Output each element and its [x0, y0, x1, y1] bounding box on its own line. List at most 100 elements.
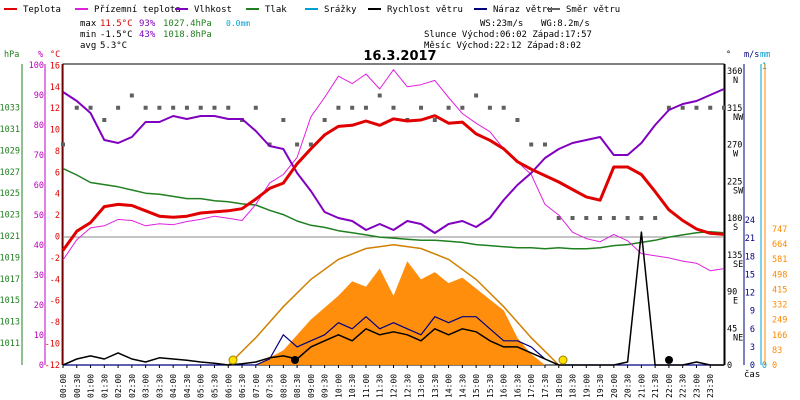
- y-tick-pct: 50: [34, 211, 44, 221]
- x-tick-label: 21:00: [637, 374, 646, 398]
- y-axes: hPa1033103110291027102510231021101910171…: [0, 50, 787, 371]
- y-tick-dir-letter: N: [733, 76, 738, 86]
- y-tick-temp: 14: [50, 83, 60, 93]
- wind-dir-point: [350, 105, 355, 110]
- x-tick-label: 03:00: [142, 374, 151, 398]
- stat-avg-label: avg: [80, 41, 96, 51]
- y-axis-hPa: hPa 1033 1031 1029 1027 1025 1023 1021 1019 1017 1…: [0, 50, 23, 365]
- y-tick-temp: -8: [50, 318, 60, 328]
- x-tick-label: 11:00: [362, 374, 371, 398]
- stat-wg: WG:8.2m/s: [541, 19, 590, 29]
- x-tick-label: 18:30: [569, 374, 578, 398]
- wind-dir-point: [680, 105, 685, 110]
- x-tick-label: 04:30: [183, 374, 192, 398]
- wind-dir-point: [666, 105, 671, 110]
- x-tick-label: 00:00: [59, 374, 68, 398]
- y-tick-mm: 0: [762, 361, 767, 371]
- wind-dir-point: [556, 216, 561, 220]
- x-tick-label: 22:30: [679, 374, 688, 398]
- x-tick-label: 09:30: [321, 374, 330, 398]
- y-axis-temp: °C16 14 12 10 8 6 4 2 0 -2 -4 -6 -8 -10 -12: [45, 50, 63, 371]
- y-tick-dir-letter: SW: [733, 186, 744, 196]
- y-tick-temp: -6: [50, 297, 60, 307]
- y-tick-pct: 90: [34, 91, 44, 101]
- y-tick-dir: 90: [727, 288, 737, 298]
- wind-dir-point: [171, 105, 176, 110]
- y-tick-pct: 30: [34, 271, 44, 281]
- y-tick-pct: 80: [34, 121, 44, 131]
- y-tick-dir-letter: SE: [733, 260, 743, 270]
- y-tick-rad: 581: [772, 255, 787, 265]
- wind-dir-point: [611, 216, 616, 220]
- svg-text:max: max: [80, 19, 97, 29]
- y-axis-mm: mm 1 0: [760, 50, 770, 371]
- y-tick-pct: 20: [34, 301, 44, 311]
- x-tick-label: 15:00: [472, 374, 481, 398]
- x-tick-label: 10:00: [334, 374, 343, 398]
- y-tick-hPa: 1033: [0, 104, 20, 114]
- x-tick-label: 09:00: [307, 374, 316, 398]
- y-axis-title-ms: m/s: [744, 50, 759, 60]
- y-axis-rad: 747 664 581 498 415 332 249 166 83 0: [764, 64, 787, 371]
- y-tick-pct: 60: [34, 181, 44, 191]
- stat-max-rain: 0.0mm: [226, 19, 250, 28]
- x-tick-label: 02:30: [128, 374, 137, 398]
- y-tick-hPa: 1027: [0, 168, 20, 178]
- y-tick-dir: 135: [727, 251, 742, 261]
- legend-label-vlhkost: Vlhkost: [194, 5, 232, 15]
- y-tick-dir: 45: [727, 324, 737, 334]
- wind-dir-point: [198, 105, 203, 110]
- x-axis: 00:00 00:30 01:00 01:30 02:00 02:30 03:00 03:30…: [59, 365, 715, 398]
- y-tick-ms: 18: [745, 252, 755, 262]
- series-rychlost-vetru: [62, 231, 724, 366]
- time-axis-label: čas: [744, 369, 760, 380]
- sunset-marker: [558, 355, 568, 365]
- x-tick-label: 03:30: [155, 374, 164, 398]
- y-tick-temp: 16: [50, 61, 60, 71]
- wind-dir-point: [157, 105, 162, 110]
- moon-marker: [291, 356, 299, 364]
- y-axis-title-mm: mm: [760, 50, 770, 60]
- y-tick-rad: 249: [772, 316, 787, 326]
- y-tick-dir: 360: [727, 67, 742, 77]
- wind-dir-point: [639, 216, 644, 220]
- y-tick-temp: 4: [55, 190, 60, 200]
- x-tick-label: 20:00: [610, 374, 619, 398]
- x-tick-label: 10:30: [348, 374, 357, 398]
- y-tick-rad: 332: [772, 301, 787, 311]
- y-tick-hPa: 1013: [0, 318, 20, 328]
- legend-label-naraz-vetru: Náraz větru: [493, 5, 553, 15]
- y-tick-temp: 10: [50, 126, 60, 136]
- wind-dir-point: [542, 142, 547, 147]
- x-tick-label: 06:00: [224, 374, 233, 398]
- y-tick-hPa: 1023: [0, 211, 20, 221]
- wind-dir-point: [391, 105, 396, 110]
- x-tick-label: 13:30: [431, 374, 440, 398]
- stat-min-temp: -1.5°C: [100, 30, 133, 40]
- chart-title: 16.3.2017: [363, 49, 436, 64]
- x-tick-label: 12:00: [390, 374, 399, 398]
- y-tick-temp: 12: [50, 104, 60, 114]
- legend-label-teplota: Teplota: [23, 5, 61, 15]
- stat-moon: Měsíc Východ:22:12 Západ:8:02: [424, 41, 581, 51]
- x-tick-label: 23:00: [692, 374, 701, 398]
- wind-dir-point: [625, 216, 630, 220]
- wind-dir-point: [432, 118, 437, 122]
- y-tick-hPa: 1019: [0, 253, 20, 263]
- wind-dir-point: [584, 216, 589, 220]
- x-tick-label: 08:30: [293, 374, 302, 398]
- y-tick-temp: -4: [50, 275, 60, 285]
- wind-dir-point: [529, 142, 534, 147]
- y-axis-title-pct: %: [38, 50, 43, 60]
- y-tick-dir-letter: NW: [733, 113, 744, 123]
- wind-dir-point: [129, 93, 134, 98]
- stat-sun: Slunce Východ:06:02 Západ:17:57: [424, 30, 592, 40]
- stat-max-hum: 93%: [139, 19, 156, 29]
- y-axis-title-hPa: hPa: [4, 50, 19, 60]
- y-tick-hPa: 1031: [0, 125, 20, 135]
- y-tick-temp: 0: [55, 233, 60, 243]
- y-tick-dir-letter: NE: [733, 333, 743, 343]
- y-tick-hPa: 1017: [0, 275, 20, 285]
